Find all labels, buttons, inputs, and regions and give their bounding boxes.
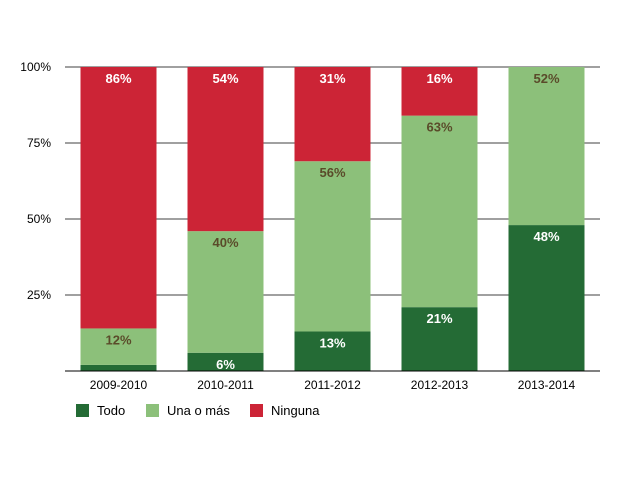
data-label: 21% [426, 311, 452, 326]
data-label: 52% [533, 71, 559, 86]
data-label: 12% [105, 332, 131, 347]
data-label: 56% [319, 165, 345, 180]
bar-segment-todo [294, 331, 371, 371]
bar-segment-ninguna [187, 67, 264, 232]
legend-swatch [250, 404, 263, 417]
bar-segment-todo [508, 225, 585, 371]
x-tick-label: 2010-2011 [197, 378, 254, 392]
data-label: 13% [319, 335, 345, 350]
x-tick-label: 2011-2012 [304, 378, 361, 392]
y-tick-label: 25% [27, 288, 51, 302]
data-label: 48% [533, 229, 559, 244]
data-label: 63% [426, 120, 452, 135]
data-label: 2% [109, 369, 128, 384]
bar-segment-una-o-más [401, 115, 478, 308]
data-label: 6% [216, 357, 235, 372]
legend-swatch [76, 404, 89, 417]
bar-segment-todo [80, 364, 157, 371]
x-tick-label: 2013-2014 [518, 378, 576, 392]
y-tick-label: 75% [27, 136, 51, 150]
data-label: 40% [212, 235, 238, 250]
x-tick-label: 2012-2013 [411, 378, 469, 392]
y-tick-label: 50% [27, 212, 51, 226]
bar-segment-ninguna [80, 67, 157, 329]
bar-segment-ninguna [294, 67, 371, 162]
bar-segment-una-o-más [80, 328, 157, 365]
legend-swatch [146, 404, 159, 417]
data-label: 54% [212, 71, 238, 86]
bar-segment-todo [187, 352, 264, 371]
data-label: 86% [105, 71, 131, 86]
bar-segment-una-o-más [508, 67, 585, 226]
legend-label: Una o más [167, 403, 230, 418]
legend-label: Ninguna [271, 403, 320, 418]
legend-label: Todo [97, 403, 125, 418]
data-label: 16% [426, 71, 452, 86]
data-label: 31% [319, 71, 345, 86]
x-tick-label: 2009-2010 [90, 378, 148, 392]
bar-segment-una-o-más [187, 231, 264, 353]
bar-segment-todo [401, 307, 478, 371]
bar-segment-ninguna [401, 67, 478, 116]
y-tick-label: 100% [20, 60, 51, 74]
bar-segment-una-o-más [294, 161, 371, 332]
